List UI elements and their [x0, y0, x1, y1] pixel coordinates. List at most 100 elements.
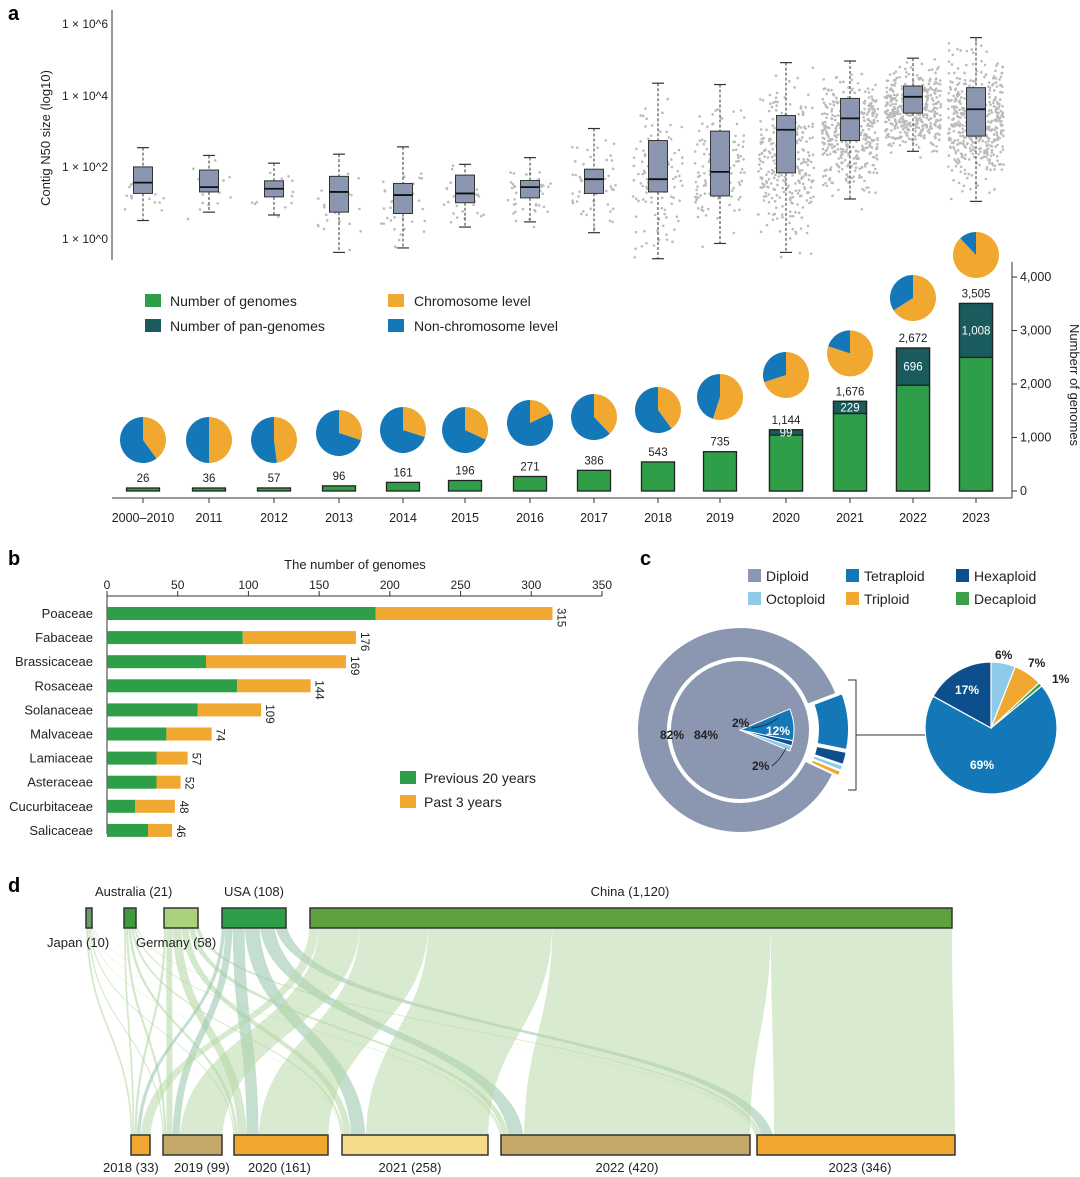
n50-scatter-point — [775, 193, 779, 197]
n50-scatter-point — [866, 124, 869, 127]
n50-scatter-point — [703, 172, 706, 175]
n50-scatter-point — [811, 179, 815, 182]
source-label-china: China (1,120) — [591, 884, 670, 899]
sankey-flow — [259, 918, 525, 1145]
n50-scatter-point — [965, 49, 969, 53]
n50-scatter-point — [768, 93, 772, 97]
n50-scatter-point — [640, 160, 644, 164]
n50-scatter-point — [979, 156, 983, 160]
n50-scatter-point — [926, 90, 929, 94]
n50-scatter-point — [382, 180, 385, 184]
panel-b-label: b — [8, 548, 20, 570]
n50-scatter-point — [287, 174, 290, 178]
n50-scatter-point — [890, 144, 893, 148]
n50-scatter-point — [801, 206, 805, 209]
n50-scatter-point — [863, 107, 866, 111]
n50-scatter-point — [805, 140, 808, 143]
n50-scatter-point — [382, 222, 386, 225]
n50-scatter-point — [665, 216, 668, 219]
n50-scatter-point — [421, 207, 425, 211]
n50-scatter-point — [403, 227, 406, 231]
n50-scatter-point — [764, 148, 767, 151]
n50-scatter-point — [778, 230, 782, 233]
n50-scatter-point — [905, 125, 908, 129]
n50-scatter-point — [665, 233, 668, 236]
n50-scatter-point — [987, 81, 991, 84]
n50-scatter-point — [994, 69, 997, 73]
n50-scatter-point — [766, 185, 769, 189]
n50-scatter-point — [904, 67, 907, 71]
n50-scatter-point — [926, 96, 930, 100]
n50-scatter-point — [772, 187, 776, 191]
n50-scatter-point — [990, 148, 994, 152]
n50-scatter-point — [827, 89, 830, 92]
n50-scatter-point — [935, 107, 939, 110]
assembly-level-pie-2-chromosome-level — [274, 416, 298, 463]
n50-scatter-point — [681, 162, 684, 165]
n50-scatter-point — [938, 123, 942, 127]
n50-scatter-point — [695, 192, 699, 196]
sankey-flow — [365, 918, 553, 1145]
n50-scatter-point — [186, 217, 190, 221]
family-bar-previous — [107, 727, 167, 741]
n50-scatter-point — [875, 153, 879, 157]
assembly-level-pie-0-non-chromosome-level — [119, 417, 157, 464]
n50-scatter-point — [642, 169, 646, 173]
n50-scatter-point — [695, 196, 698, 199]
family-bar-previous — [107, 607, 376, 620]
n50-scatter-point — [130, 194, 133, 198]
n50-scatter-point — [986, 114, 989, 118]
n50-scatter-point — [774, 74, 778, 77]
assembly-level-pie-4-chromosome-level — [403, 407, 426, 438]
n50-scatter-point — [854, 149, 858, 153]
n50-scatter-point — [609, 210, 612, 213]
n50-scatter-point — [737, 143, 740, 147]
n50-scatter-point — [971, 141, 975, 144]
n50-scatter-point — [730, 172, 733, 175]
n50-scatter-point — [859, 133, 863, 137]
n50-box — [393, 182, 413, 214]
n50-scatter-point — [907, 72, 911, 76]
n50-scatter-point — [716, 107, 720, 111]
n50-scatter-point — [812, 195, 815, 199]
n50-scatter-point — [953, 158, 956, 161]
assembly-level-pie-9-chromosome-level — [712, 374, 744, 421]
n50-scatter-point — [918, 77, 921, 81]
n50-scatter-point — [994, 145, 997, 149]
n50-scatter-point — [905, 61, 909, 64]
n50-scatter-point — [781, 205, 784, 208]
n50-scatter-point — [972, 146, 976, 149]
n50-scatter-point — [990, 111, 994, 114]
n50-scatter-point — [837, 170, 841, 173]
n50-scatter-point — [781, 186, 785, 190]
n50-scatter-point — [513, 198, 516, 201]
n50-scatter-point — [777, 175, 781, 178]
n50-scatter-point — [871, 163, 875, 167]
n50-scatter-point — [875, 113, 879, 116]
n50-scatter-point — [968, 147, 972, 150]
n50-scatter-point — [393, 227, 396, 231]
n50-scatter-point — [656, 229, 659, 233]
n50-scatter-point — [665, 238, 669, 241]
n50-scatter-point — [834, 139, 838, 143]
n50-scatter-point — [862, 189, 866, 192]
n50-scatter-point — [482, 213, 485, 217]
n50-scatter-point — [963, 71, 966, 75]
n50-scatter-point — [609, 185, 613, 188]
n50-scatter-point — [821, 132, 824, 135]
n50-scatter-point — [936, 125, 940, 129]
n50-scatter-point — [833, 115, 837, 118]
n50-scatter-point — [934, 124, 937, 127]
n50-scatter-point — [895, 137, 899, 140]
n50-scatter-point — [957, 120, 960, 123]
assembly-level-pie-5-chromosome-level — [465, 406, 489, 440]
n50-scatter-point — [929, 117, 933, 120]
n50-scatter-point — [953, 139, 957, 142]
n50-scatter-point — [957, 181, 961, 185]
n50-scatter-point — [930, 110, 934, 113]
n50-scatter-point — [803, 126, 807, 130]
n50-scatter-point — [957, 81, 961, 85]
n50-scatter-point — [643, 229, 646, 233]
n50-scatter-point — [921, 124, 924, 128]
sankey-source-node-4 — [309, 907, 953, 929]
